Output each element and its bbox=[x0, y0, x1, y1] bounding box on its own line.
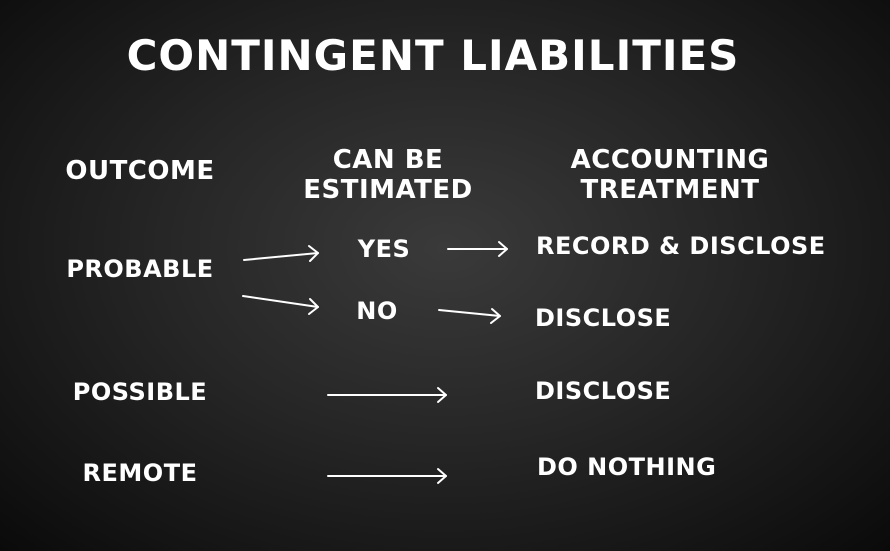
arrow-remote-to-do-nothing bbox=[327, 468, 447, 484]
outcome-remote: REMOTE bbox=[82, 459, 198, 487]
column-header-accounting-treatment-line-2: TREATMENT bbox=[580, 175, 760, 205]
page-title: CONTINGENT LIABILITIES bbox=[126, 31, 740, 80]
treatment-do-nothing: DO NOTHING bbox=[537, 453, 717, 481]
arrow-no-to-disclose bbox=[438, 308, 501, 324]
outcome-possible: POSSIBLE bbox=[72, 378, 208, 406]
estimated-yes: YES bbox=[357, 235, 411, 263]
treatment-disclose-probable-no: DISCLOSE bbox=[535, 304, 672, 332]
outcome-probable: PROBABLE bbox=[66, 255, 214, 283]
arrow-probable-to-no bbox=[242, 295, 319, 315]
arrow-probable-to-yes bbox=[243, 245, 319, 262]
column-header-accounting-treatment: ACCOUNTING TREATMENT bbox=[540, 145, 800, 205]
column-header-can-be-estimated-line-2: ESTIMATED bbox=[303, 175, 473, 205]
column-header-outcome: OUTCOME bbox=[65, 156, 215, 186]
column-header-can-be-estimated-line-1: CAN BE bbox=[332, 145, 444, 175]
estimated-no: NO bbox=[356, 297, 398, 325]
arrow-possible-to-disclose bbox=[327, 387, 447, 403]
column-header-accounting-treatment-line-1: ACCOUNTING bbox=[570, 145, 770, 175]
treatment-record-and-disclose: RECORD & DISCLOSE bbox=[536, 232, 826, 260]
arrow-yes-to-record-and-disclose bbox=[447, 241, 508, 257]
column-header-can-be-estimated: CAN BE ESTIMATED bbox=[268, 145, 508, 205]
treatment-disclose-possible: DISCLOSE bbox=[535, 377, 672, 405]
